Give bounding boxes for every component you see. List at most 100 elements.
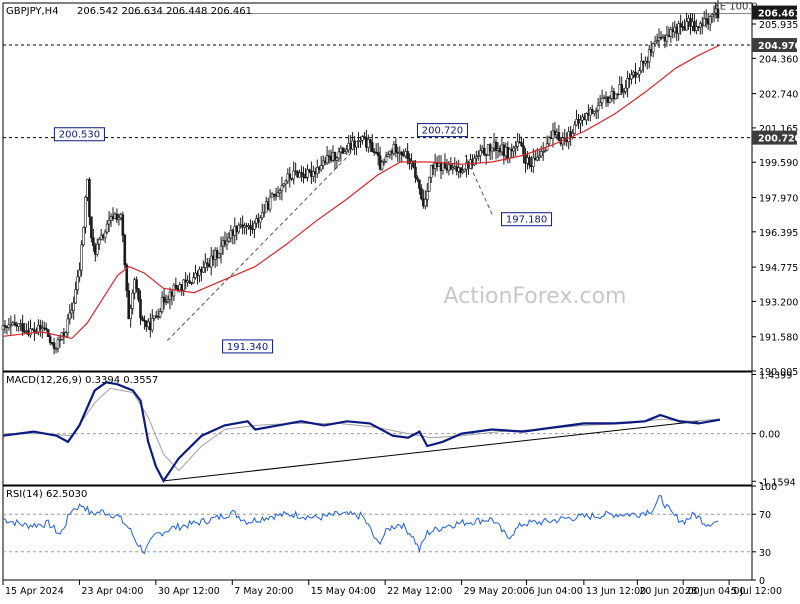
macd-y-tick-label: 1.4399 — [759, 370, 792, 381]
candle-body — [219, 245, 223, 255]
moving-average-line — [2, 44, 721, 340]
candle-body — [58, 339, 62, 341]
candle-body — [598, 102, 602, 106]
candle-body — [600, 97, 604, 104]
candle-body — [528, 157, 531, 166]
candle-body — [573, 124, 576, 134]
candle-body — [13, 322, 17, 325]
pane-frame — [2, 2, 753, 372]
candle-body — [174, 284, 178, 289]
annotation-label: 200.720 — [422, 126, 463, 137]
candle-body — [302, 173, 305, 178]
rsi-y-tick-label: 0 — [759, 576, 765, 587]
candle-body — [44, 327, 48, 330]
candle-body — [137, 288, 140, 300]
candle-body — [370, 142, 374, 152]
candle-body — [653, 40, 657, 44]
candle-body — [716, 8, 720, 19]
candle-body — [355, 140, 358, 148]
candle-body — [516, 141, 519, 147]
candle-body — [135, 279, 138, 290]
candle-body — [414, 166, 417, 178]
y-tick-label: 194.775 — [759, 263, 798, 274]
candle-body — [284, 180, 288, 185]
candle-body — [156, 316, 160, 319]
candle-body — [52, 342, 56, 349]
candle-body — [406, 151, 409, 159]
candle-body — [7, 324, 11, 328]
candle-body — [103, 231, 107, 239]
candle-body — [164, 301, 168, 303]
x-tick-label: 15 Apr 2024 — [5, 586, 64, 597]
candle-body — [547, 137, 551, 145]
rsi-title: RSI(14) 62.5030 — [6, 489, 87, 500]
candle-body — [127, 290, 131, 319]
candle-body — [400, 151, 404, 155]
candle-body — [39, 324, 42, 330]
candle-body — [188, 280, 191, 283]
candle-body — [158, 311, 162, 318]
candle-body — [543, 150, 547, 152]
candle-body — [522, 145, 525, 155]
x-tick-label: 6 Jun 04:00 — [529, 586, 583, 597]
candle-body — [76, 276, 79, 290]
candle-body — [376, 152, 380, 157]
trendline — [166, 152, 352, 341]
candle-body — [608, 98, 612, 103]
candle-body — [685, 21, 688, 31]
annotation-box — [416, 123, 468, 138]
candle-body — [655, 40, 659, 42]
candle-body — [321, 160, 325, 166]
candle-body — [150, 318, 154, 331]
candle-body — [427, 177, 431, 192]
candle-body — [262, 211, 266, 214]
annotation-label: 200.530 — [59, 130, 100, 141]
candle-body — [308, 169, 311, 172]
candle-body — [304, 176, 307, 179]
candle-body — [459, 167, 462, 173]
candle-body — [367, 139, 370, 148]
candle-body — [160, 296, 164, 312]
candle-body — [669, 29, 673, 37]
candle-body — [80, 244, 83, 271]
x-tick-label: 29 May 20:00 — [464, 586, 529, 597]
candle-body — [139, 299, 142, 319]
y-tick-label: 202.740 — [759, 90, 798, 101]
x-tick-label: 30 Apr 12:00 — [158, 586, 220, 597]
y-tick-label: 201.165 — [759, 124, 798, 135]
candle-body — [363, 136, 366, 138]
candle-body — [451, 167, 455, 170]
annotation-label: 197.180 — [506, 215, 547, 226]
candle-body — [117, 217, 121, 221]
candle-body — [72, 302, 76, 311]
candle-body — [306, 169, 309, 178]
candle-body — [202, 267, 205, 273]
symbol-label: GBPJPY,H4 — [6, 6, 59, 17]
candle-body — [141, 317, 144, 321]
candle-body — [154, 315, 158, 318]
candle-body — [319, 165, 323, 171]
candle-body — [693, 21, 696, 31]
candle-body — [192, 277, 195, 284]
candle-body — [237, 224, 241, 233]
candle-body — [131, 292, 134, 309]
candle-body — [205, 262, 209, 265]
price-tag-label: 206.461 — [758, 9, 800, 20]
macd-line — [2, 381, 721, 484]
y-tick-label: 190.005 — [759, 367, 798, 378]
candle-body — [88, 179, 91, 218]
candle-body — [280, 185, 284, 191]
candle-body — [343, 151, 347, 154]
candle-body — [121, 214, 125, 236]
candle-body — [461, 170, 464, 173]
candle-body — [473, 157, 476, 166]
x-tick-label: 5 Jul 12:00 — [731, 586, 782, 597]
candle-body — [359, 139, 362, 142]
y-tick-label: 196.395 — [759, 228, 798, 239]
candle-body — [394, 143, 398, 153]
candle-body — [579, 119, 582, 124]
candle-body — [325, 155, 329, 164]
candle-body — [66, 318, 70, 333]
x-tick-label: 28 Jun 04:00 — [685, 586, 745, 597]
price-tag-label: 200.720 — [758, 134, 800, 145]
